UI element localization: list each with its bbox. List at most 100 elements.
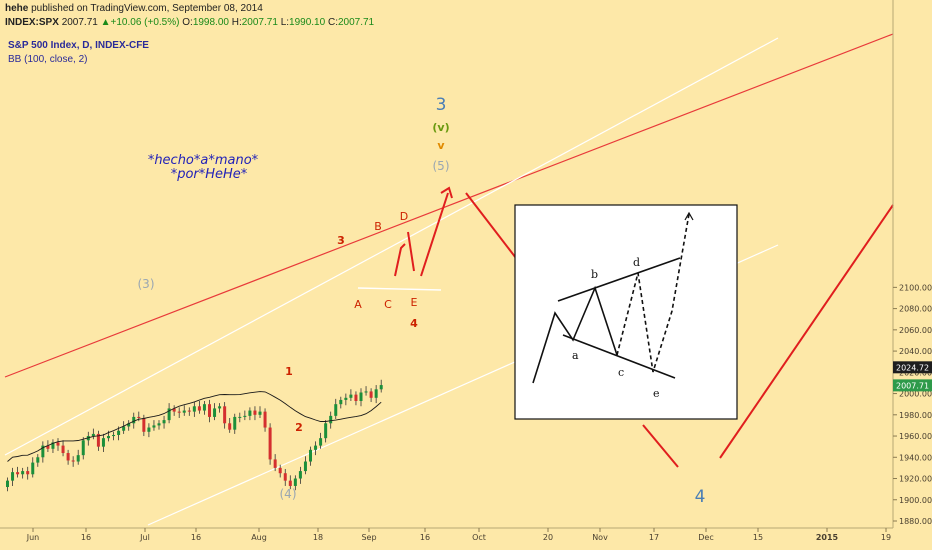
time-tick-label: Jun — [26, 533, 40, 542]
indicator-title: BB (100, close, 2) — [8, 54, 88, 65]
candle — [11, 467, 15, 486]
candle — [152, 420, 156, 431]
candle — [51, 439, 55, 454]
time-axis[interactable]: Jun 16 Jul 16 Aug 18 Sep 16 Oct 20 Nov 17 Dec 15 2015 1… — [0, 527, 893, 542]
candle-body — [379, 385, 383, 390]
time-tick-label: Dec — [698, 533, 713, 542]
time-tick-label: 16 — [191, 533, 201, 542]
candle — [228, 417, 232, 433]
candle-body — [61, 445, 65, 454]
candle — [329, 411, 333, 429]
wave-label-E: E — [411, 296, 418, 309]
candle — [36, 454, 40, 467]
candle — [192, 402, 196, 417]
time-axis-ticks: Jun 16 Jul 16 Aug 18 Sep 16 Oct 20 Nov 17 Dec 15 2015 1… — [26, 528, 891, 542]
candle-body — [76, 455, 80, 462]
candle — [303, 456, 307, 475]
inset-triangle-diagram[interactable]: a b c d e — [514, 204, 738, 420]
candle-body — [329, 415, 333, 424]
time-tick-label: 2015 — [816, 533, 839, 542]
time-tick-label: Jul — [139, 533, 150, 542]
candle — [288, 475, 292, 490]
low-value: 1990.10 — [289, 17, 326, 28]
projection-wave-d — [394, 243, 406, 277]
indicator-legend[interactable]: BB (100, close, 2) — [8, 54, 87, 65]
wave-label-D: D — [400, 210, 408, 223]
candle — [354, 391, 358, 406]
open-value: 1998.00 — [192, 17, 229, 28]
candle — [233, 413, 237, 434]
series-title: S&P 500 Index, D, INDEX-CFE — [8, 40, 149, 51]
time-tick-label: 18 — [313, 533, 323, 542]
candle — [172, 405, 176, 416]
price-axis[interactable]: 1880.00 1900.00 1920.00 1940.00 1960.00 1980.… — [892, 0, 932, 528]
price-change: ▲+10.06 (+0.5%) — [100, 17, 180, 28]
candle — [31, 457, 35, 478]
candle-body — [197, 406, 201, 411]
candle-body — [137, 416, 141, 418]
candle-body — [243, 415, 247, 417]
candle-body — [107, 436, 110, 439]
candle-body — [6, 480, 9, 488]
candle — [359, 388, 363, 407]
time-tick-label: 16 — [81, 533, 91, 542]
inset-label-d: d — [633, 256, 640, 269]
time-tick-label: Oct — [472, 533, 486, 542]
triangle-lower-line — [357, 287, 442, 291]
inset-label-b: b — [591, 268, 598, 281]
wave-label-3-minor: 3 — [337, 234, 345, 247]
candle — [202, 400, 206, 415]
candle — [91, 428, 95, 440]
candle-body — [248, 410, 252, 416]
price-tick-label: 2080.00 — [899, 305, 932, 314]
candle-body — [208, 404, 211, 417]
candle — [208, 399, 211, 423]
wave-label-2: 2 — [295, 421, 303, 434]
candle — [344, 393, 348, 406]
candle-body — [41, 445, 45, 458]
candle-body — [334, 404, 338, 416]
candle — [81, 437, 85, 460]
candle — [112, 431, 116, 441]
projection-arrow-head — [440, 186, 453, 199]
signature-line-1: *hecho*a*mano* — [148, 153, 259, 168]
wave-annotations: 3 (v) v (5) (3) (4) 4 1 2 3 A B C D E 4 — [138, 95, 706, 507]
candle — [364, 386, 368, 396]
candle-body — [283, 473, 287, 481]
price-tick-label: 1940.00 — [899, 453, 932, 462]
candle — [319, 432, 323, 449]
candle-body — [369, 391, 373, 398]
candle-body — [71, 460, 75, 462]
candle — [167, 403, 171, 424]
publisher-name[interactable]: hehe — [5, 3, 29, 14]
candle-body — [112, 434, 116, 437]
series-legend[interactable]: S&P 500 Index, D, INDEX-CFE — [8, 40, 149, 51]
candle — [298, 466, 302, 484]
price-tick-label: 1980.00 — [899, 411, 932, 420]
candle-body — [167, 408, 171, 421]
candle-body — [21, 471, 25, 475]
candle — [248, 407, 252, 421]
wave-label-v-paren: (v) — [432, 121, 449, 134]
symbol-name[interactable]: INDEX:SPX — [5, 17, 59, 28]
open-label: O: — [182, 17, 193, 28]
candle-body — [293, 478, 297, 486]
candle-body — [303, 461, 307, 472]
candle — [56, 438, 60, 451]
candle-body — [314, 445, 318, 450]
candle — [46, 440, 50, 452]
candle — [66, 449, 70, 465]
wave-label-5-paren: (5) — [433, 159, 450, 173]
candle — [268, 423, 272, 465]
candle — [157, 420, 161, 430]
candle-body — [298, 471, 302, 479]
projection-rally — [719, 204, 894, 459]
price-tag-label: 2007.71 — [896, 381, 929, 390]
wave-label-1: 1 — [285, 365, 293, 378]
candle — [96, 430, 100, 451]
high-value: 2007.71 — [241, 17, 278, 28]
candle-body — [81, 440, 85, 456]
last-price: 2007.71 — [61, 17, 98, 28]
